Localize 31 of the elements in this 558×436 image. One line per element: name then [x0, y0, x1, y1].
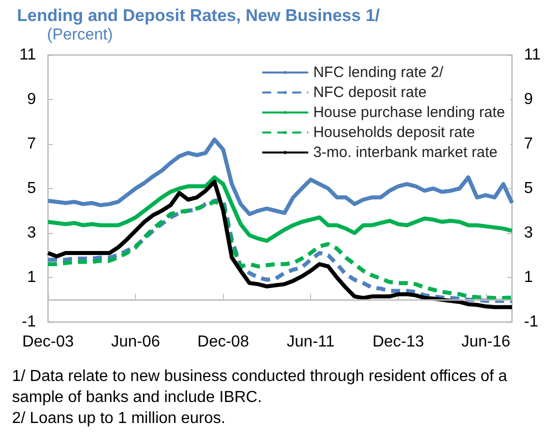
y-tick-label: 3: [27, 224, 36, 242]
text: 2/ Loans up to 1 million euros.: [12, 410, 226, 427]
y2-tick-label: 11: [524, 46, 541, 64]
y-tick-label: 1: [27, 269, 36, 286]
line-series: [46, 175, 514, 243]
y-tick-label: 11: [19, 46, 36, 64]
y2-tick-label: 1: [524, 269, 533, 286]
y-tick-label: -1: [22, 314, 36, 330]
x-tick-label: Dec-03: [22, 334, 74, 350]
text: 1/ Data relate to new business conducted through resident offices of a sample of banks and include IBRC.: [12, 368, 512, 406]
line-series: [46, 180, 514, 310]
x-tick-label: Jun-06: [111, 334, 160, 350]
y-tick-label: 9: [27, 91, 36, 108]
x-tick-label: Dec-08: [197, 334, 250, 350]
y2-tick-label: -1: [524, 314, 538, 330]
legend-label: Households deposit rate: [313, 124, 475, 141]
y-tick-label: 7: [27, 136, 36, 152]
chart-subtitle: (Percent): [47, 26, 113, 44]
legend-label: NFC deposit rate: [313, 84, 427, 101]
legend-label: House purchase lending rate: [313, 104, 506, 121]
y2-tick-label: 7: [524, 136, 533, 152]
legend-label: 3-mo. interbank market rate: [313, 144, 498, 161]
x-tick-label: Jun-16: [461, 334, 510, 350]
y2-tick-label: 3: [524, 224, 533, 242]
y2-tick-label: 9: [524, 91, 533, 108]
x-tick-label: Jun-11: [286, 334, 335, 350]
y-tick-label: 5: [27, 180, 36, 197]
x-tick-label: Dec-13: [372, 334, 424, 350]
legend-label: NFC lending rate 2/: [313, 64, 444, 81]
chart-title: Lending and Deposit Rates, New Business 1/: [17, 6, 380, 25]
y2-tick-label: 5: [524, 180, 533, 197]
